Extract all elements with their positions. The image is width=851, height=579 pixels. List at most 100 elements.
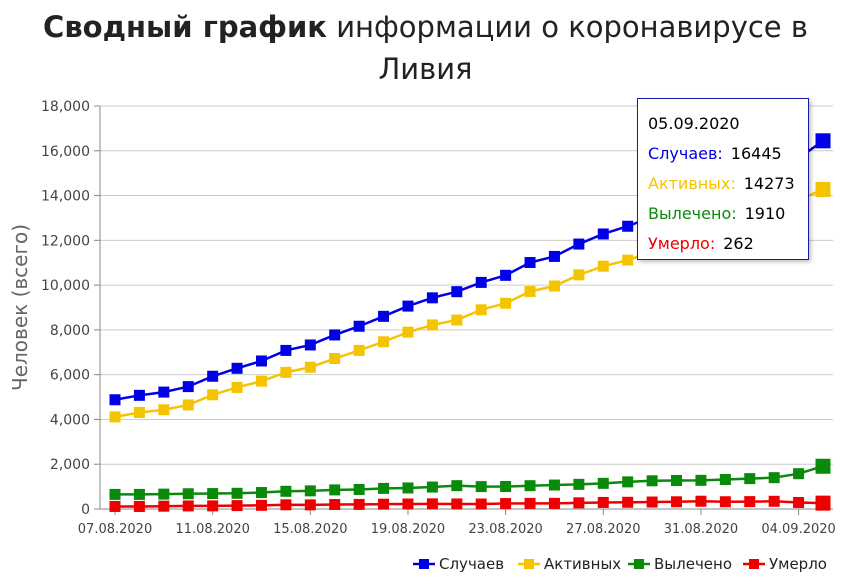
data-point xyxy=(329,484,341,496)
data-point xyxy=(573,269,585,281)
data-point xyxy=(109,411,121,423)
data-point xyxy=(304,339,316,351)
data-point xyxy=(109,488,121,500)
y-tick-label: 16,000 xyxy=(41,144,90,160)
tooltip-label: Вылечено: xyxy=(648,204,737,223)
y-tick-label: 2,000 xyxy=(50,457,90,473)
tooltip-row-cases: Случаев: 16445 xyxy=(648,141,798,171)
data-point xyxy=(158,488,170,500)
legend-label: Вылечено xyxy=(654,555,732,573)
y-tick-label: 6,000 xyxy=(50,368,90,384)
data-point xyxy=(744,473,756,485)
y-axis-label: Человек (всего) xyxy=(8,224,32,391)
data-point xyxy=(133,389,145,401)
data-point xyxy=(353,344,365,356)
x-tick-label: 07.08.2020 xyxy=(78,522,152,537)
data-point xyxy=(426,292,438,304)
data-point xyxy=(255,375,267,387)
data-point xyxy=(402,498,414,510)
data-point xyxy=(548,497,560,509)
data-point xyxy=(719,496,731,508)
data-point xyxy=(280,499,292,511)
data-point xyxy=(182,488,194,500)
tooltip-label: Активных: xyxy=(648,174,736,193)
data-point xyxy=(207,370,219,382)
series-line xyxy=(114,499,824,508)
data-point xyxy=(329,499,341,511)
data-point xyxy=(573,497,585,509)
data-point xyxy=(133,406,145,418)
data-point xyxy=(255,499,267,511)
data-point xyxy=(768,495,780,507)
data-point xyxy=(815,181,831,197)
data-point xyxy=(353,483,365,495)
data-point xyxy=(133,500,145,512)
x-tick-label: 31.08.2020 xyxy=(664,522,738,537)
data-point xyxy=(304,485,316,497)
data-point xyxy=(548,479,560,491)
y-tick-label: 18,000 xyxy=(41,99,90,115)
data-point xyxy=(304,361,316,373)
data-point xyxy=(548,280,560,292)
data-point xyxy=(207,389,219,401)
data-point xyxy=(182,399,194,411)
data-point xyxy=(280,344,292,356)
data-point xyxy=(304,499,316,511)
tooltip-value: 16445 xyxy=(730,144,782,163)
chart-title: Сводный график информации о коронавирусе… xyxy=(0,6,851,90)
legend-marker xyxy=(524,559,534,569)
y-tick-label: 8,000 xyxy=(50,323,90,339)
series-line xyxy=(115,465,824,496)
data-point xyxy=(207,500,219,512)
x-tick-label: 04.09.2020 xyxy=(761,522,835,537)
x-tick-label: 23.08.2020 xyxy=(468,522,542,537)
tooltip-value: 262 xyxy=(723,234,754,253)
data-point xyxy=(597,260,609,272)
data-point xyxy=(207,488,219,500)
data-point xyxy=(426,319,438,331)
x-tick-label: 15.08.2020 xyxy=(273,522,347,537)
data-point xyxy=(793,468,805,480)
data-point xyxy=(500,481,512,493)
hover-tooltip: 05.09.2020 Случаев: 16445 Активных: 14273 … xyxy=(637,98,809,260)
data-point xyxy=(255,487,267,499)
data-point xyxy=(353,498,365,510)
data-point xyxy=(793,496,805,508)
data-point xyxy=(671,496,683,508)
legend-marker xyxy=(634,559,644,569)
data-point xyxy=(378,336,390,348)
tooltip-value: 14273 xyxy=(743,174,795,193)
data-point xyxy=(426,498,438,510)
data-point xyxy=(182,381,194,393)
data-point xyxy=(622,476,634,488)
data-point xyxy=(133,488,145,500)
data-point xyxy=(158,404,170,416)
data-point xyxy=(475,498,487,510)
data-point xyxy=(500,269,512,281)
data-point xyxy=(475,481,487,493)
y-tick-label: 10,000 xyxy=(41,278,90,294)
data-point xyxy=(475,276,487,288)
data-point xyxy=(158,500,170,512)
x-tick-label: 11.08.2020 xyxy=(175,522,249,537)
data-point xyxy=(573,478,585,490)
tooltip-row-recovered: Вылечено: 1910 xyxy=(648,201,798,231)
tooltip-label: Умерло: xyxy=(648,234,716,253)
x-tick-label: 19.08.2020 xyxy=(371,522,445,537)
data-point xyxy=(378,482,390,494)
tooltip-date: 05.09.2020 xyxy=(648,114,740,133)
data-point xyxy=(280,485,292,497)
y-tick-label: 12,000 xyxy=(41,233,90,249)
data-point xyxy=(378,498,390,510)
data-point xyxy=(622,496,634,508)
legend-label: Случаев xyxy=(439,555,504,573)
y-tick-label: 4,000 xyxy=(50,412,90,428)
data-point xyxy=(500,498,512,510)
data-point xyxy=(524,497,536,509)
data-point xyxy=(815,458,831,474)
data-point xyxy=(451,480,463,492)
legend-marker xyxy=(419,559,429,569)
data-point xyxy=(622,220,634,232)
